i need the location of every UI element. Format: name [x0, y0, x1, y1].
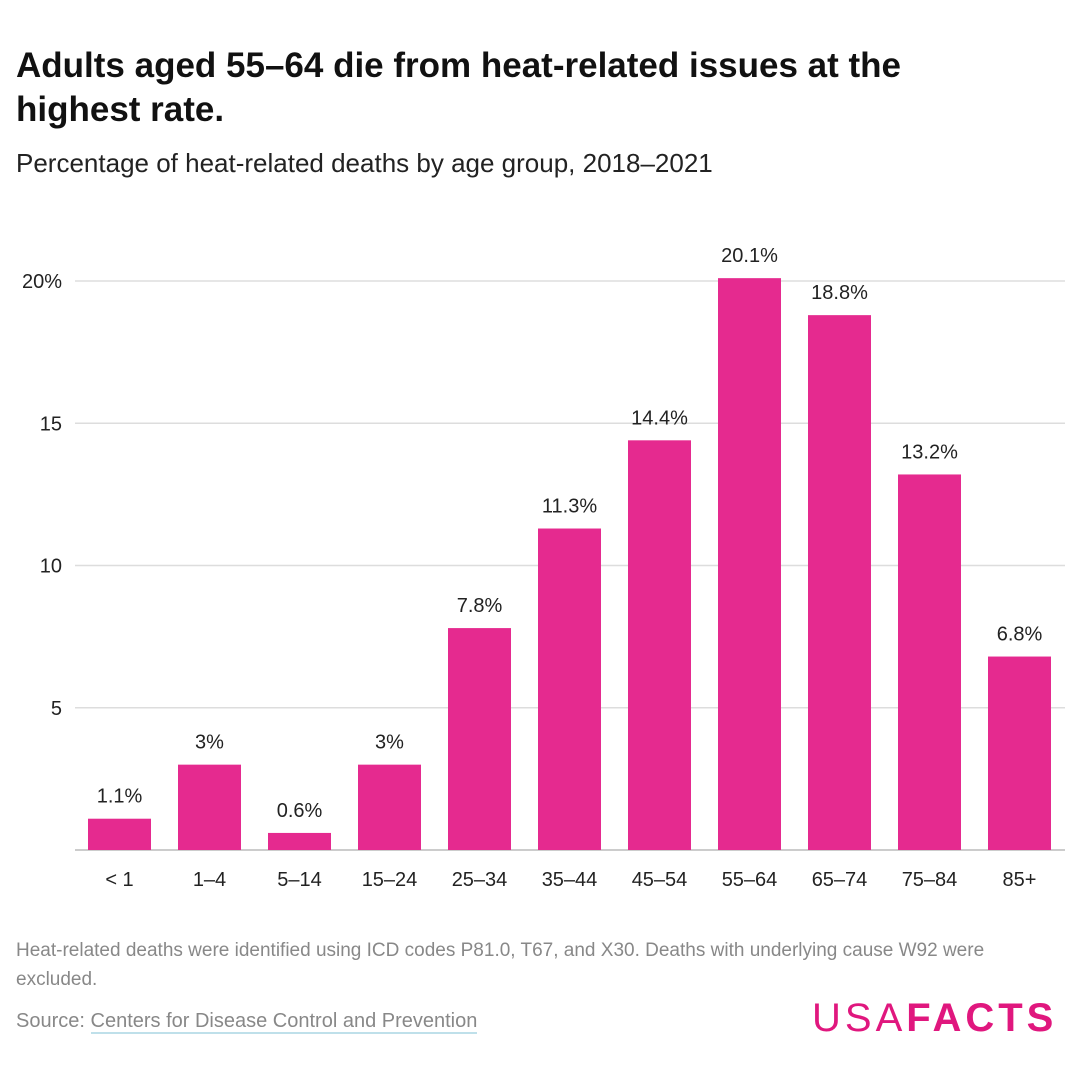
x-tick-label: 85+ — [1003, 869, 1037, 891]
data-label: 3% — [375, 732, 404, 754]
chart-subtitle: Percentage of heat-related deaths by age… — [16, 148, 713, 178]
footnote: Heat-related deaths were identified usin… — [16, 940, 985, 990]
data-label: 11.3% — [542, 496, 597, 518]
source-label: Source: — [16, 1010, 85, 1032]
y-tick-label: 20% — [22, 271, 62, 293]
bar-45–54 — [628, 440, 691, 850]
bar-5–14 — [268, 832, 331, 850]
bar-55–64 — [718, 278, 781, 850]
data-label: 3% — [195, 732, 224, 754]
x-tick-label: 25–34 — [452, 869, 508, 891]
bar-< 1 — [88, 818, 151, 850]
bar-75–84 — [898, 474, 961, 850]
x-tick-label: 45–54 — [632, 869, 688, 891]
source-line: Source: Centers for Disease Control and … — [16, 1010, 478, 1034]
data-label: 18.8% — [811, 282, 868, 304]
x-tick-label: 65–74 — [812, 869, 868, 891]
bar-35–44 — [538, 528, 601, 850]
x-tick-label: 35–44 — [542, 869, 598, 891]
y-tick-label: 15 — [40, 413, 62, 435]
data-label: 7.8% — [457, 595, 503, 617]
x-tick-label: < 1 — [105, 869, 133, 891]
data-label: 20.1% — [721, 245, 778, 267]
bar-chart: 5 10 15 20% 1.1% < 1 3% 1–4 0.6% 5–14 3% 15–24 7.8% 2… — [22, 245, 1065, 891]
usafacts-logo: USAFACTS — [812, 996, 1058, 1040]
y-tick-label: 5 — [51, 698, 62, 720]
bar-15–24 — [358, 764, 421, 850]
data-label: 6.8% — [997, 624, 1043, 646]
bar-85+ — [988, 656, 1051, 850]
x-tick-label: 5–14 — [277, 869, 322, 891]
x-tick-label: 15–24 — [362, 869, 418, 891]
x-tick-label: 75–84 — [902, 869, 958, 891]
data-label: 13.2% — [901, 441, 958, 463]
y-tick-label: 10 — [40, 556, 62, 578]
bar-65–74 — [808, 315, 871, 850]
bar-1–4 — [178, 764, 241, 850]
x-tick-label: 1–4 — [193, 869, 226, 891]
chart-title: Adults aged 55–64 die from heat-related … — [16, 46, 902, 129]
x-tick-label: 55–64 — [722, 869, 778, 891]
data-label: 0.6% — [277, 800, 323, 822]
data-label: 1.1% — [97, 786, 143, 808]
data-label: 14.4% — [631, 407, 688, 429]
bar-25–34 — [448, 628, 511, 850]
source-link[interactable]: Centers for Disease Control and Preventi… — [90, 1010, 478, 1034]
